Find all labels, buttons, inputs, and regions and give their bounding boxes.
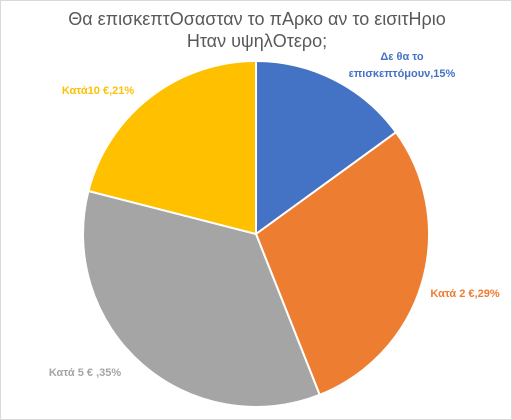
pie-slice-1 (255, 59, 398, 236)
pie-slice-2 (254, 130, 431, 397)
pie-slice-3 (82, 189, 321, 408)
data-label-4: Κατά10 €,21% (62, 85, 135, 97)
pie-slice-4 (87, 59, 257, 236)
data-label-3: Κατά 5 € ,35% (49, 367, 122, 379)
chart-title-line-2: Ηταν υψηλΟτερο; (186, 31, 328, 51)
data-label-2: Κατά 2 €,29% (430, 288, 499, 300)
chart-title-line-1: Θα επισκεπτΟσασταν το πΑρκο αν το εισιτΗ… (68, 9, 446, 29)
data-label-1: Δε θα το επισκεπτόμουν,15% (349, 51, 456, 80)
